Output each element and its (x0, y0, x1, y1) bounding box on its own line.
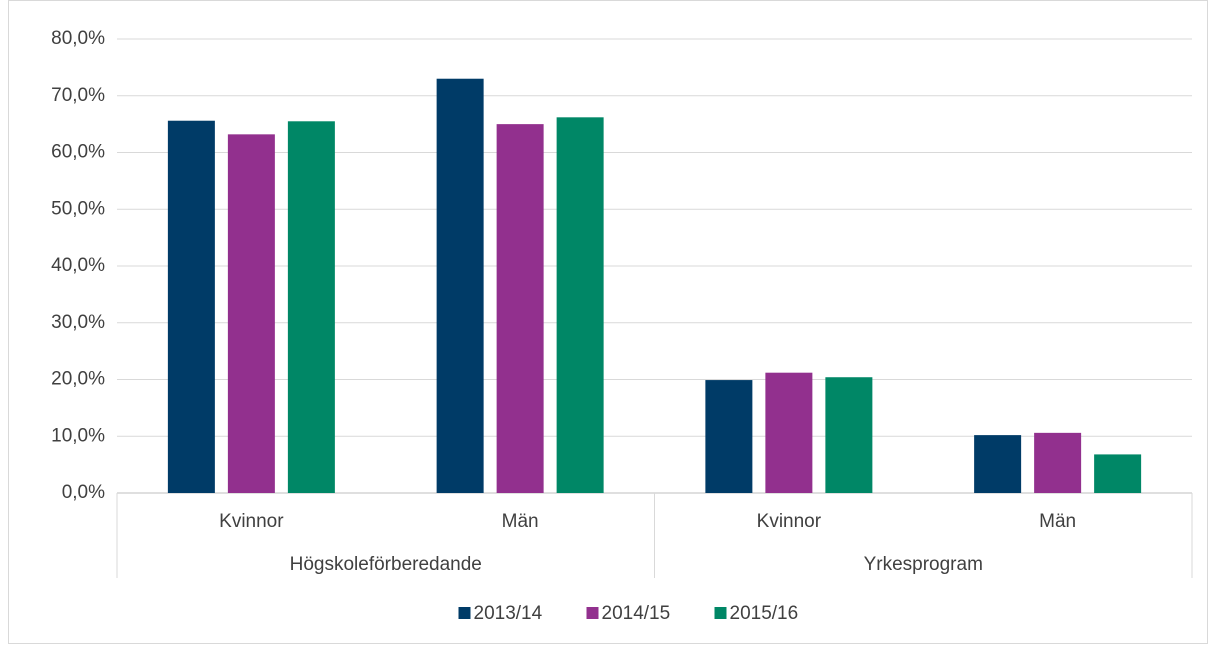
legend-label: 2014/15 (602, 603, 671, 624)
y-tick-label: 50,0% (51, 198, 105, 219)
bar (765, 372, 813, 493)
bar (167, 120, 215, 493)
bar (1094, 454, 1142, 493)
bar (974, 435, 1022, 493)
y-tick-label: 30,0% (51, 312, 105, 333)
group-label: Yrkesprogram (864, 554, 983, 575)
legend-label: 2015/16 (730, 603, 799, 624)
x-tick-label: Kvinnor (757, 511, 822, 532)
bar (825, 377, 873, 493)
y-tick-label: 70,0% (51, 85, 105, 106)
y-tick-label: 0,0% (62, 482, 105, 503)
bar (496, 124, 544, 493)
y-tick-label: 60,0% (51, 142, 105, 163)
y-tick-label: 40,0% (51, 255, 105, 276)
y-tick-label: 20,0% (51, 369, 105, 390)
x-tick-label: Kvinnor (219, 511, 284, 532)
bar (227, 134, 275, 493)
bar (436, 78, 484, 493)
legend-swatch (586, 607, 599, 619)
legend-swatch (714, 607, 727, 619)
group-label: Högskoleförberedande (290, 554, 482, 575)
legend-label: 2013/14 (474, 603, 543, 624)
x-tick-label: Män (1039, 511, 1076, 532)
bar (1034, 432, 1082, 493)
y-tick-label: 80,0% (51, 28, 105, 49)
bar (556, 117, 604, 493)
x-tick-label: Män (502, 511, 539, 532)
y-tick-label: 10,0% (51, 425, 105, 446)
legend-swatch (458, 607, 471, 619)
bar (287, 121, 335, 493)
bar (705, 380, 753, 493)
